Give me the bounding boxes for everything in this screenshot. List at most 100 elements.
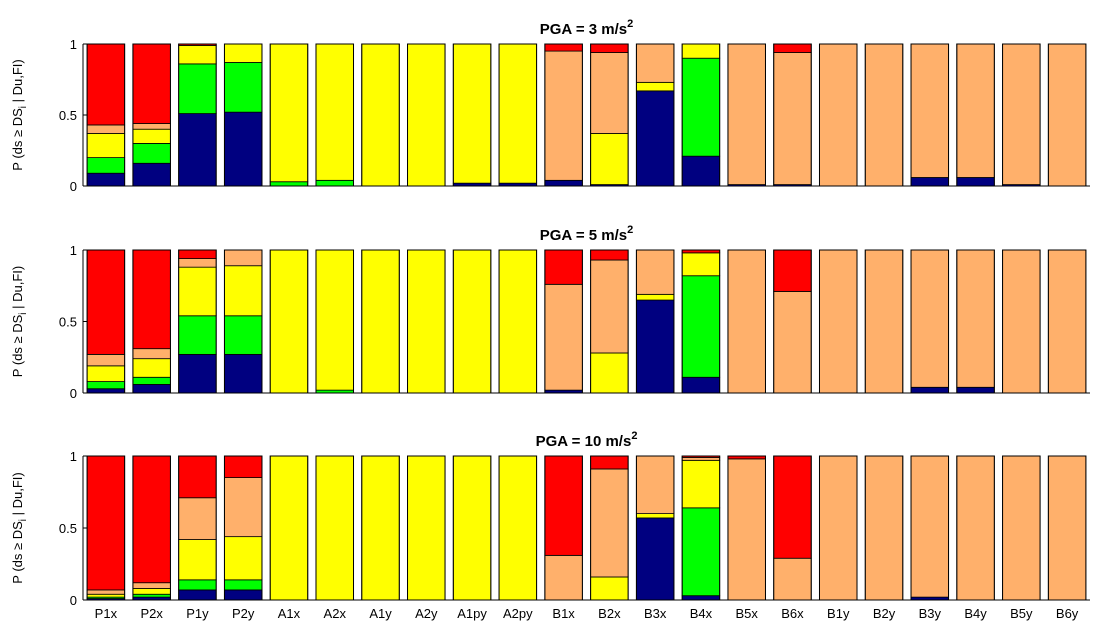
x-tick-label: A1py xyxy=(457,606,487,621)
bar-segment-yellow xyxy=(269,43,309,183)
bar-segment-orange xyxy=(86,589,126,595)
bar-segment-navy xyxy=(178,353,217,394)
y-axis-label-part: ≥ xyxy=(10,336,25,343)
bar-segment-green xyxy=(132,593,171,598)
bar-segment-orange xyxy=(1002,43,1041,185)
bar-segment-orange xyxy=(956,249,995,388)
x-tick-label: P1y xyxy=(186,606,209,621)
y-axis-label: P (ds ≥ DSi | Du,FI) xyxy=(10,59,29,170)
bar-segment-orange xyxy=(910,43,949,178)
bar-segment-orange xyxy=(590,52,629,134)
bar-segment-orange xyxy=(727,43,766,185)
bar-segment-orange xyxy=(956,455,995,601)
bar-segment-orange xyxy=(132,123,171,130)
panel-title-text: PGA = 5 m/s xyxy=(540,227,627,244)
bar-segment-orange xyxy=(544,554,583,601)
bar-segment-orange xyxy=(178,258,217,268)
y-axis-label-part: P (ds xyxy=(10,550,25,584)
x-tick-label: B1y xyxy=(827,606,850,621)
bar-segment-green xyxy=(224,579,263,591)
bar-segment-yellow xyxy=(635,513,675,519)
bar-segment-yellow xyxy=(361,455,400,601)
y-axis-label: P (ds ≥ DSi | Du,FI) xyxy=(10,266,29,377)
x-tick-label: B6x xyxy=(781,606,804,621)
bar-segment-navy xyxy=(544,179,583,187)
x-tick-label: B1x xyxy=(552,606,575,621)
bar-segment-orange xyxy=(224,477,263,538)
x-tick-label: A2x xyxy=(324,606,347,621)
bar-segment-navy xyxy=(224,353,263,394)
bar-segment-yellow xyxy=(681,459,721,509)
bar-segment-navy xyxy=(910,386,949,394)
panel-title-superscript: 2 xyxy=(627,18,633,30)
bar-segment-navy xyxy=(86,388,126,394)
panel-title-superscript: 2 xyxy=(631,430,637,442)
bar-segment-yellow xyxy=(224,265,263,317)
bar-segment-red xyxy=(773,43,812,53)
y-tick-label: 1 xyxy=(70,243,77,258)
y-tick-label: 1 xyxy=(70,449,77,464)
bar-segment-orange xyxy=(819,249,858,394)
bar-segment-yellow xyxy=(590,576,629,601)
y-axis-label-part: i xyxy=(18,106,29,108)
bar-segment-yellow xyxy=(361,249,400,394)
bar-segment-orange xyxy=(727,458,766,601)
bar-segment-red xyxy=(132,455,171,584)
bar-segment-yellow xyxy=(224,536,263,581)
bar-segment-yellow xyxy=(178,45,217,65)
bar-segment-red xyxy=(773,249,812,292)
bar-segment-yellow xyxy=(269,455,309,601)
bar-segment-red xyxy=(590,249,629,261)
x-tick-label: B5y xyxy=(1010,606,1033,621)
bar-segment-orange xyxy=(86,353,126,367)
y-tick-label: 0 xyxy=(70,179,77,194)
bar-segment-navy xyxy=(635,299,675,394)
x-tick-label: B6y xyxy=(1056,606,1079,621)
y-axis-label-part: DS xyxy=(10,108,25,130)
bar-segment-orange xyxy=(224,249,263,267)
bar-segment-green xyxy=(178,315,217,355)
bar-segment-orange xyxy=(178,497,217,540)
x-tick-label: B5x xyxy=(736,606,759,621)
y-tick-label: 0.5 xyxy=(59,315,77,330)
panel-title-superscript: 2 xyxy=(627,224,633,236)
bar-segment-orange xyxy=(773,557,812,601)
panel-title: PGA = 3 m/s2 xyxy=(540,18,634,38)
bar-segment-orange xyxy=(590,259,629,354)
x-tick-label: B2y xyxy=(873,606,896,621)
bar-segment-yellow xyxy=(132,588,171,595)
bar-segment-orange xyxy=(819,43,858,187)
y-axis-label-part: ≥ xyxy=(10,543,25,550)
y-axis-label-part: P (ds xyxy=(10,137,25,171)
bar-segment-navy xyxy=(224,111,263,187)
x-tick-label: A1x xyxy=(278,606,301,621)
bar-segment-orange xyxy=(1047,43,1087,187)
bar-segment-navy xyxy=(956,386,995,394)
bar-segment-orange xyxy=(86,124,126,134)
bar-segment-yellow xyxy=(361,43,400,187)
bar-segment-red xyxy=(544,43,583,52)
bar-segment-yellow xyxy=(86,365,126,382)
x-tick-label: P1x xyxy=(95,606,118,621)
y-axis-label-part: P (ds xyxy=(10,344,25,378)
bar-segment-yellow xyxy=(407,249,446,394)
bar-segment-red xyxy=(86,249,126,355)
bar-segment-orange xyxy=(1002,455,1041,601)
bar-segment-navy xyxy=(178,589,217,601)
bar-segment-green xyxy=(315,179,354,187)
bar-segment-green xyxy=(224,62,263,113)
panel-title-text: PGA = 3 m/s xyxy=(540,21,627,38)
bar-segment-yellow xyxy=(132,128,171,144)
bar-segment-orange xyxy=(132,582,171,589)
x-tick-label: P2y xyxy=(232,606,255,621)
bar-segment-yellow xyxy=(452,249,492,394)
y-axis-label-part: | Du,FI) xyxy=(10,266,25,313)
bar-segment-yellow xyxy=(498,249,538,394)
panel-title-text: PGA = 10 m/s xyxy=(536,433,632,450)
x-tick-label: A1y xyxy=(369,606,392,621)
bar-segment-navy xyxy=(132,384,171,394)
bar-segment-green xyxy=(86,157,126,174)
y-axis-label: P (ds ≥ DSi | Du,FI) xyxy=(10,472,29,583)
bar-segment-orange xyxy=(681,457,721,461)
